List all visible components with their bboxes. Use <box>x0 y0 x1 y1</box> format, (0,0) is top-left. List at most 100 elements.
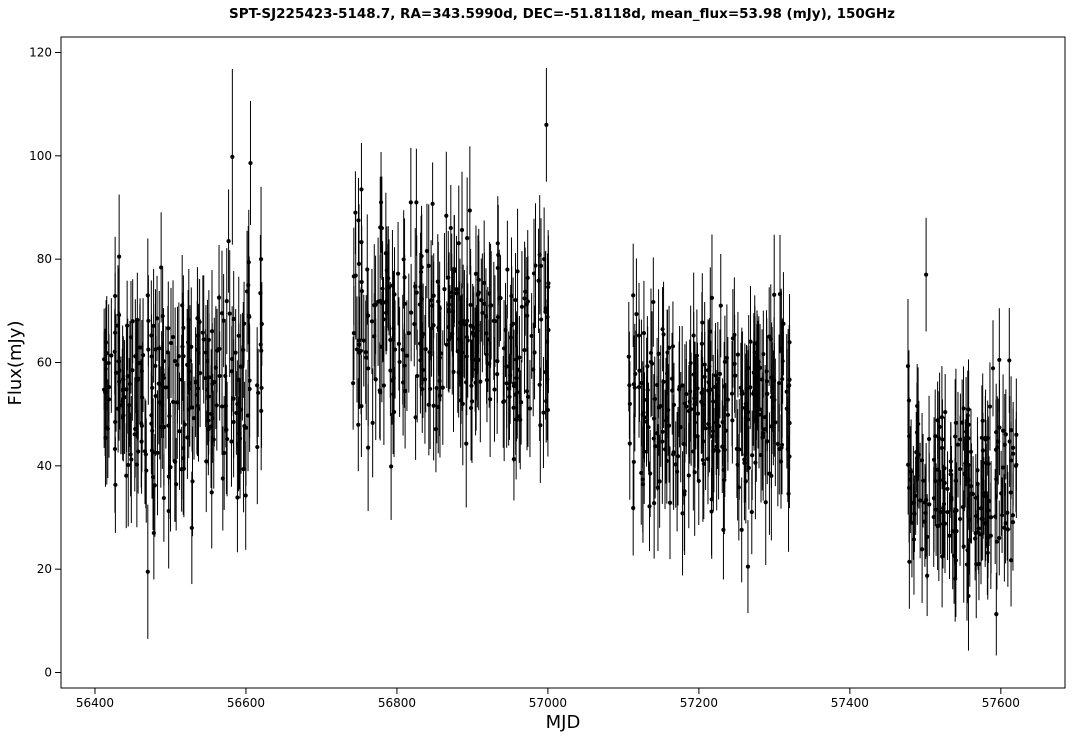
data-point <box>196 350 201 356</box>
data-point <box>403 388 408 394</box>
data-point <box>771 405 776 410</box>
data-point <box>514 357 519 362</box>
data-point <box>951 553 957 558</box>
data-point <box>357 350 362 355</box>
data-point <box>204 459 209 464</box>
data-point <box>652 396 657 402</box>
data-point <box>446 337 452 343</box>
data-point <box>525 394 531 399</box>
data-point <box>468 405 474 411</box>
data-point <box>631 293 636 298</box>
data-point <box>247 386 252 392</box>
data-point <box>543 306 548 311</box>
data-point <box>962 471 967 476</box>
data-point <box>209 490 214 495</box>
data-point <box>179 467 184 472</box>
data-point <box>189 525 194 530</box>
data-point <box>733 373 738 378</box>
data-point <box>994 612 999 617</box>
data-point <box>470 330 475 335</box>
data-point <box>487 361 492 366</box>
data-point <box>456 241 461 246</box>
data-point <box>426 263 431 268</box>
data-point <box>671 402 677 408</box>
data-point <box>206 394 211 399</box>
data-point <box>734 446 740 451</box>
data-point <box>200 330 205 335</box>
data-point <box>940 521 946 527</box>
data-point <box>113 330 118 335</box>
data-point <box>523 289 528 294</box>
data-point <box>450 309 456 314</box>
data-point <box>973 495 978 500</box>
data-point <box>648 471 653 476</box>
data-point <box>244 289 250 294</box>
data-point <box>706 388 711 393</box>
data-point <box>513 297 518 303</box>
data-point <box>159 265 164 270</box>
data-point <box>236 333 241 338</box>
data-point <box>935 418 940 423</box>
data-point <box>429 298 434 303</box>
data-point <box>769 424 774 429</box>
data-point <box>718 303 723 308</box>
data-point <box>386 276 391 281</box>
data-point <box>379 344 384 349</box>
data-point <box>937 424 942 429</box>
data-point <box>545 314 550 320</box>
data-point <box>692 402 697 407</box>
data-point <box>480 310 485 315</box>
data-point <box>369 319 375 324</box>
y-axis-label: Flux(mJy) <box>5 321 26 406</box>
data-point <box>196 406 201 411</box>
data-point <box>772 397 777 402</box>
data-point <box>681 441 686 447</box>
data-point <box>209 411 214 416</box>
data-point <box>462 322 467 327</box>
data-point <box>1014 432 1019 437</box>
data-point <box>655 431 660 436</box>
data-point <box>392 292 397 297</box>
data-point <box>130 368 135 373</box>
data-point <box>926 436 932 442</box>
data-point <box>231 396 236 401</box>
data-point <box>434 386 439 391</box>
data-point <box>767 471 772 476</box>
data-point <box>113 482 118 487</box>
data-point <box>997 535 1002 541</box>
data-point <box>732 361 737 366</box>
data-point <box>237 431 242 436</box>
data-point <box>431 293 436 298</box>
data-point <box>259 408 264 413</box>
data-point <box>116 406 121 411</box>
data-point <box>942 480 947 486</box>
data-point <box>1010 520 1016 525</box>
data-point <box>241 467 246 472</box>
data-point <box>631 505 636 511</box>
data-point <box>664 415 669 420</box>
data-point <box>1013 463 1019 468</box>
data-point <box>525 313 530 318</box>
y-tick-label: 80 <box>37 252 52 266</box>
data-point <box>103 390 108 395</box>
data-point <box>715 406 720 412</box>
data-point <box>175 400 180 405</box>
data-point <box>994 430 999 435</box>
data-point <box>709 295 715 300</box>
data-point <box>780 376 785 382</box>
data-point <box>908 477 913 482</box>
data-point <box>436 404 441 410</box>
data-point <box>175 362 180 368</box>
data-point <box>357 338 362 343</box>
data-point <box>682 489 687 494</box>
data-point <box>923 510 928 516</box>
data-point <box>117 379 122 384</box>
data-point <box>705 456 711 461</box>
data-point <box>931 496 937 501</box>
data-point <box>359 404 364 409</box>
data-point <box>116 359 121 364</box>
data-point <box>779 347 784 353</box>
data-point <box>1008 490 1013 495</box>
data-point <box>431 403 436 408</box>
data-point <box>124 473 129 478</box>
